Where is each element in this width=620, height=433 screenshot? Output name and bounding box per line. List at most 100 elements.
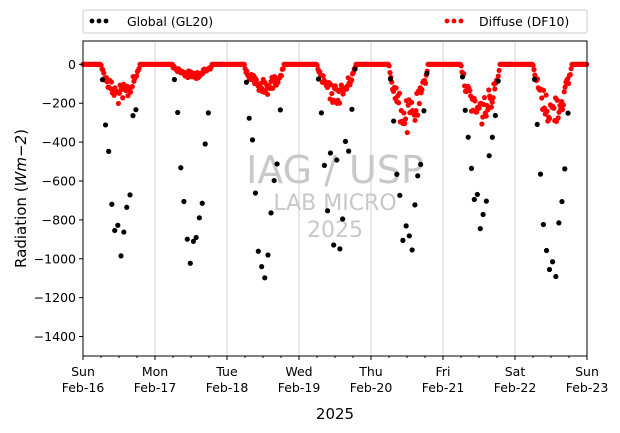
- data-point-diffuse: [115, 100, 122, 107]
- data-point-global: [559, 198, 565, 205]
- watermark-line-2: LAB MICRO: [273, 191, 396, 216]
- data-point-global: [184, 236, 190, 242]
- y-tick-label: −1400: [34, 329, 76, 344]
- data-point-global: [540, 221, 546, 228]
- x-tick-label-date: Feb-23: [566, 380, 609, 395]
- watermark-line-1: IAG / USP: [246, 148, 424, 192]
- data-point-diffuse: [559, 106, 566, 113]
- data-point-diffuse: [486, 87, 492, 93]
- data-point-global: [486, 153, 492, 159]
- data-point-diffuse: [472, 98, 478, 104]
- x-tick-label-day: Thu: [358, 364, 382, 379]
- data-point-diffuse: [133, 73, 140, 79]
- data-point-global: [262, 275, 268, 281]
- data-point-global: [121, 229, 127, 235]
- series-diffuse: [80, 61, 590, 136]
- data-point-diffuse: [476, 105, 482, 111]
- data-point-diffuse: [402, 120, 408, 127]
- data-point-diffuse: [490, 95, 496, 101]
- x-tick-label-date: Feb-20: [350, 380, 393, 395]
- data-point-diffuse: [496, 67, 502, 74]
- data-point-diffuse: [544, 108, 550, 114]
- data-point-global: [127, 192, 133, 198]
- data-point-diffuse: [412, 117, 418, 123]
- data-point-diffuse: [419, 87, 425, 93]
- data-point-global: [324, 208, 331, 214]
- data-point-diffuse: [539, 95, 545, 101]
- data-point-global: [546, 266, 553, 273]
- data-point-diffuse: [241, 61, 247, 67]
- data-point-diffuse: [489, 99, 495, 105]
- data-point-global: [474, 191, 480, 198]
- data-point-global: [553, 273, 559, 280]
- data-point-global: [403, 223, 409, 229]
- data-point-global: [331, 242, 337, 248]
- data-point-diffuse: [568, 66, 574, 72]
- x-tick-label-day: Sun: [71, 364, 95, 379]
- x-tick-label-date: Feb-19: [278, 380, 321, 395]
- data-point-global: [187, 260, 193, 266]
- data-point-global: [259, 264, 265, 270]
- legend-marker-global: [89, 18, 95, 24]
- data-point-diffuse: [532, 72, 538, 78]
- data-point-global: [480, 211, 486, 218]
- data-point-global: [99, 77, 106, 83]
- data-point-global: [531, 76, 538, 82]
- data-point-diffuse: [565, 80, 572, 87]
- data-point-global: [391, 118, 397, 124]
- data-point-diffuse: [492, 86, 498, 92]
- data-point-diffuse: [483, 113, 489, 119]
- y-axis-title: Radiation (Wm−2): [12, 129, 30, 268]
- data-point-global: [249, 137, 256, 143]
- data-point-global: [181, 198, 187, 205]
- data-point-diffuse: [101, 70, 107, 76]
- data-point-global: [202, 141, 208, 147]
- y-tick-label: −600: [42, 174, 76, 189]
- data-point-diffuse: [244, 68, 250, 74]
- x-tick-label-date: Feb-16: [62, 380, 105, 395]
- data-point-global: [109, 201, 115, 207]
- data-point-global: [102, 122, 109, 128]
- data-point-diffuse: [467, 88, 473, 94]
- data-point-diffuse: [531, 67, 537, 73]
- data-point-diffuse: [393, 85, 399, 91]
- data-point-global: [175, 109, 181, 116]
- data-point-diffuse: [567, 72, 573, 78]
- data-point-diffuse: [337, 100, 343, 106]
- data-point-global: [133, 107, 139, 113]
- legend-frame: [82, 9, 588, 34]
- data-point-diffuse: [127, 89, 134, 95]
- data-point-global: [483, 198, 489, 204]
- data-point-diffuse: [386, 63, 392, 69]
- x-tick-label-day: Sun: [575, 364, 599, 379]
- data-point-global: [412, 202, 418, 208]
- data-point-diffuse: [402, 116, 409, 122]
- data-point-global: [178, 165, 184, 171]
- x-tick-label-day: Tue: [215, 364, 238, 379]
- data-point-global: [106, 148, 112, 154]
- data-point-diffuse: [495, 73, 501, 79]
- data-point-diffuse: [404, 129, 410, 136]
- data-point-global: [418, 161, 424, 167]
- data-point-diffuse: [488, 104, 494, 110]
- data-point-diffuse: [551, 105, 557, 111]
- data-point-global: [112, 227, 118, 234]
- data-point-global: [190, 238, 196, 244]
- data-point-global: [171, 76, 178, 83]
- data-point-diffuse: [543, 92, 549, 98]
- data-point-global: [565, 110, 571, 116]
- data-point-global: [255, 248, 261, 254]
- data-point-global: [246, 115, 252, 121]
- data-point-diffuse: [270, 85, 276, 91]
- data-point-diffuse: [275, 79, 281, 85]
- data-point-global: [397, 192, 403, 198]
- data-point-global: [387, 76, 394, 82]
- data-point-diffuse: [98, 62, 104, 68]
- data-point-global: [346, 148, 352, 154]
- data-point-global: [334, 157, 340, 163]
- data-point-diffuse: [278, 73, 285, 79]
- data-point-diffuse: [324, 84, 331, 90]
- data-point-diffuse: [484, 102, 490, 109]
- y-tick-label: −1200: [34, 290, 76, 305]
- data-point-diffuse: [554, 97, 560, 103]
